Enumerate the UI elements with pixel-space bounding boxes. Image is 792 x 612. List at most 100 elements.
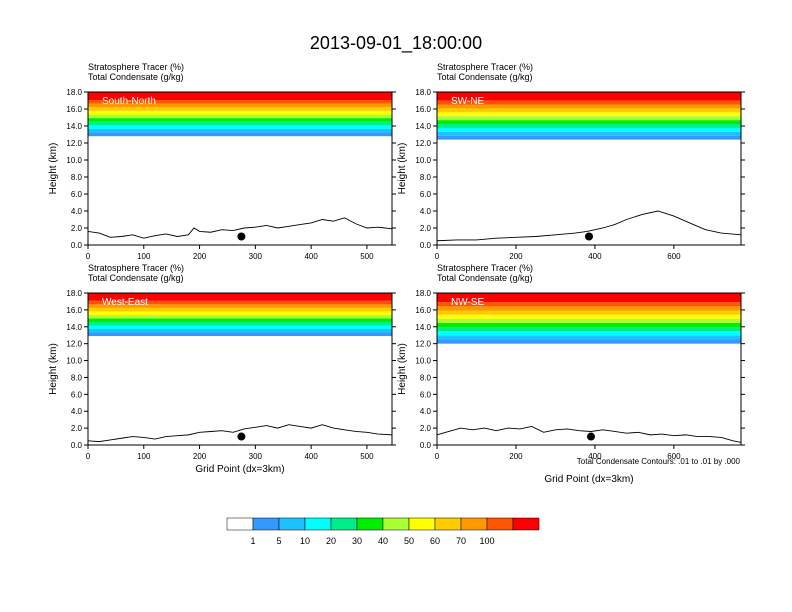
y-tick-label: 16.0 — [66, 105, 82, 114]
y-tick-label: 4.0 — [420, 207, 432, 216]
panel-header-tracer: Stratosphere Tracer (%) — [437, 263, 533, 273]
tracer-band — [88, 329, 392, 333]
x-axis-label: Grid Point (dx=3km) — [544, 474, 633, 485]
x-tick-label: 200 — [509, 452, 523, 461]
colorbar-swatch — [434, 517, 462, 531]
plot-frame — [87, 292, 393, 446]
tracer-band — [437, 116, 741, 121]
x-tick-label: 400 — [588, 252, 602, 261]
y-tick-label: 8.0 — [71, 373, 83, 382]
tracer-band — [437, 112, 741, 117]
colorbar-swatch — [278, 517, 306, 531]
x-tick-label: 400 — [304, 252, 318, 261]
y-tick-label: 8.0 — [420, 373, 432, 382]
y-tick-label: 14.0 — [415, 122, 431, 131]
location-marker — [237, 232, 246, 241]
tracer-band — [88, 128, 392, 133]
cross-section-panels: Stratosphere Tracer (%)Total Condensate … — [48, 62, 745, 485]
y-tick-label: 18.0 — [66, 289, 82, 298]
x-tick-label: 500 — [360, 452, 374, 461]
y-tick-label: 16.0 — [415, 105, 431, 114]
x-tick-label: 600 — [667, 452, 681, 461]
tracer-band — [88, 307, 392, 312]
tracer-band — [437, 335, 741, 340]
y-tick-label: 14.0 — [66, 122, 82, 131]
y-axis-label: Height (km) — [48, 143, 59, 195]
tracer-band — [437, 104, 741, 109]
tracer-band — [437, 318, 741, 323]
y-tick-label: 12.0 — [415, 139, 431, 148]
tracer-band — [437, 306, 741, 311]
plot-frame — [436, 292, 742, 446]
colorbar-swatch — [460, 517, 488, 531]
panel-header-tracer: Stratosphere Tracer (%) — [437, 62, 533, 72]
colorbar: 1 5 10 20 30 40 50 60 70 100 — [226, 517, 540, 546]
colorbar-swatch — [252, 517, 280, 531]
tracer-band — [437, 108, 741, 113]
colorbar-swatch — [356, 517, 384, 531]
tracer-band — [88, 121, 392, 126]
tracer-band — [88, 132, 392, 137]
tracer-band — [88, 304, 392, 308]
x-tick-label: 300 — [249, 252, 263, 261]
y-tick-label: 6.0 — [420, 390, 432, 399]
tracer-band — [88, 325, 392, 330]
y-tick-label: 6.0 — [71, 190, 83, 199]
x-tick-label: 400 — [588, 452, 602, 461]
colorbar-swatch — [382, 517, 410, 531]
y-tick-label: 18.0 — [415, 289, 431, 298]
y-tick-label: 8.0 — [420, 173, 432, 182]
y-tick-label: 16.0 — [66, 306, 82, 315]
y-axis-label: Height (km) — [397, 343, 408, 395]
tracer-band — [88, 110, 392, 115]
tracer-band — [88, 311, 392, 315]
colorbar-label: 60 — [430, 536, 440, 546]
tracer-band — [88, 107, 392, 111]
colorbar-swatch — [486, 517, 514, 531]
y-tick-label: 2.0 — [420, 424, 432, 433]
terrain-line — [436, 425, 742, 443]
y-tick-label: 2.0 — [71, 224, 83, 233]
panel-label: South-North — [102, 96, 156, 107]
panel-west-east: Stratosphere Tracer (%)Total Condensate … — [48, 263, 396, 475]
panel-header-condensate: Total Condensate (g/kg) — [88, 72, 184, 82]
tracer-band — [88, 125, 392, 129]
y-tick-label: 2.0 — [71, 424, 83, 433]
panel-nw-se: Stratosphere Tracer (%) Total Condensate … — [397, 263, 745, 485]
y-tick-label: 18.0 — [66, 88, 82, 97]
colorbar-label: 30 — [352, 536, 362, 546]
tracer-band — [437, 314, 741, 319]
y-tick-label: 12.0 — [66, 340, 82, 349]
colorbar-swatch — [512, 517, 540, 531]
tracer-band — [88, 300, 392, 305]
panel-label: West-East — [102, 297, 148, 308]
colorbar-swatch — [330, 517, 358, 531]
tracer-band — [437, 131, 741, 136]
tracer-band — [88, 293, 392, 301]
y-tick-label: 2.0 — [420, 224, 432, 233]
terrain-line — [87, 424, 393, 443]
tracer-band — [437, 120, 741, 125]
y-tick-label: 6.0 — [420, 190, 432, 199]
y-tick-label: 0.0 — [71, 241, 83, 250]
tracer-band — [437, 92, 741, 101]
tracer-band — [437, 327, 741, 332]
y-axis-label: Height (km) — [48, 343, 59, 395]
tracer-band — [437, 127, 741, 132]
tracer-band — [88, 114, 392, 119]
panel-header-tracer: Stratosphere Tracer (%) — [88, 62, 184, 72]
y-tick-label: 0.0 — [71, 441, 83, 450]
footnote: Total Condensate Contours: .01 to .01 by… — [577, 457, 741, 466]
y-axis-label: Height (km) — [397, 143, 408, 195]
x-tick-label: 500 — [360, 252, 374, 261]
panel-sw-ne: Stratosphere Tracer (%)Total Condensate … — [397, 62, 745, 261]
x-tick-label: 0 — [435, 252, 440, 261]
tracer-band — [437, 302, 741, 307]
location-marker — [586, 432, 595, 441]
y-tick-label: 0.0 — [420, 441, 432, 450]
y-tick-label: 16.0 — [415, 306, 431, 315]
x-axis-label: Grid Point (dx=3km) — [195, 464, 284, 475]
panel-header-tracer: Stratosphere Tracer (%) — [88, 263, 184, 273]
tracer-band — [88, 100, 392, 104]
y-tick-label: 12.0 — [66, 139, 82, 148]
